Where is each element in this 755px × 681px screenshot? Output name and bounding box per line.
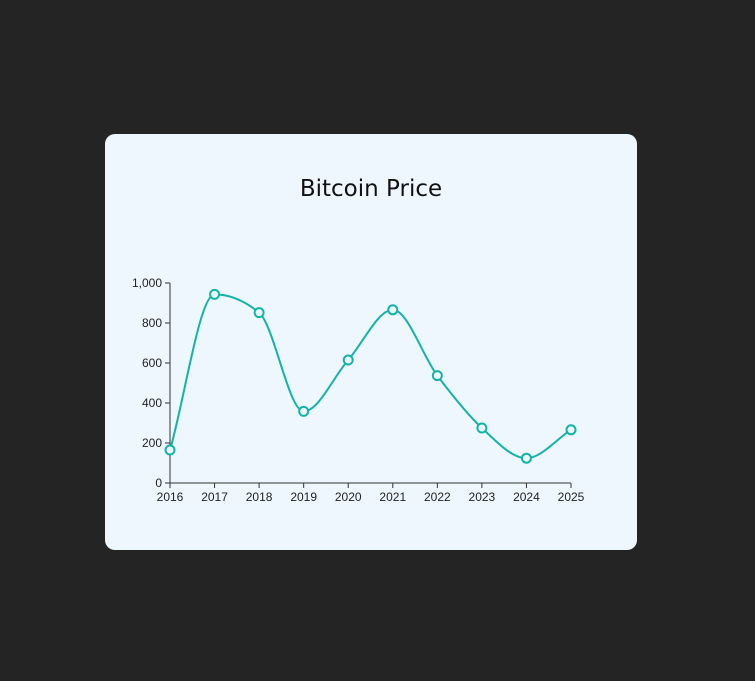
x-tick-label: 2018 bbox=[246, 490, 273, 504]
x-tick-label: 2016 bbox=[157, 490, 184, 504]
data-point bbox=[565, 424, 577, 436]
y-tick-label: 1,000 bbox=[132, 276, 162, 290]
x-tick-label: 2019 bbox=[290, 490, 317, 504]
y-tick-label: 200 bbox=[142, 436, 162, 450]
x-tick-label: 2024 bbox=[513, 490, 540, 504]
data-point bbox=[342, 354, 354, 366]
y-axis: 0 200 400 600 800 1,000 bbox=[132, 276, 171, 490]
y-tick-label: 0 bbox=[155, 476, 162, 490]
y-tick-label: 800 bbox=[142, 316, 162, 330]
y-tick-label: 400 bbox=[142, 396, 162, 410]
x-tick-label: 2020 bbox=[335, 490, 362, 504]
data-point bbox=[298, 405, 310, 417]
data-point bbox=[209, 288, 221, 300]
data-points bbox=[164, 288, 577, 464]
x-tick-label: 2022 bbox=[424, 490, 451, 504]
data-point bbox=[387, 304, 399, 316]
data-point bbox=[520, 452, 532, 464]
x-tick-label: 2017 bbox=[201, 490, 228, 504]
chart-card: Bitcoin Price 0 200 400 600 800 1,000 2016 201… bbox=[105, 134, 637, 550]
x-tick-label: 2025 bbox=[558, 490, 585, 504]
x-axis: 2016 2017 2018 2019 2020 2021 2022 2023 2024 2025 bbox=[157, 482, 585, 504]
x-tick-label: 2023 bbox=[469, 490, 496, 504]
data-point bbox=[253, 307, 265, 319]
data-point bbox=[476, 422, 488, 434]
x-tick-label: 2021 bbox=[379, 490, 406, 504]
series-line bbox=[169, 293, 572, 460]
data-point bbox=[164, 444, 176, 456]
y-tick-label: 600 bbox=[142, 356, 162, 370]
chart-title: Bitcoin Price bbox=[299, 176, 443, 202]
data-point bbox=[431, 370, 443, 382]
